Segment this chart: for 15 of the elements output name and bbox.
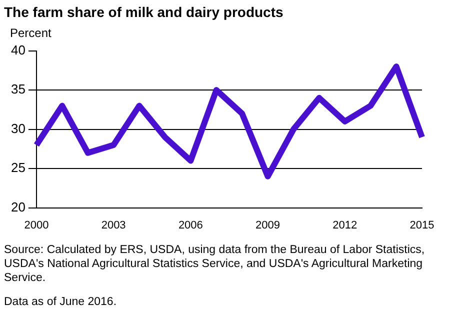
y-tick-label: 35 [10,82,26,97]
x-tick-label: 2006 [178,219,203,232]
x-tick-label: 2000 [24,219,49,232]
text: Data as of June 2016. [4,295,118,309]
y-tick-label: 25 [10,160,26,176]
x-tick-label: 2012 [332,219,358,232]
chart-title: The farm share of milk and dairy products [4,4,284,20]
x-tick-label: 2009 [256,219,280,232]
y-tick-label: 30 [10,120,26,136]
y-tick-label: 20 [10,199,26,214]
source-note: Source: Calculated by ERS, USDA, using data from the Bureau of Labor Statistics, USDA's National Agricultural Statistics Service, and USDA's Agricultural Marketing Service. [4,243,426,285]
y-tick-label: 40 [10,42,26,58]
y-axis-title: Percent [10,26,52,40]
x-tick-label: 2003 [101,219,126,232]
x-tick-label: 2015 [410,219,434,232]
